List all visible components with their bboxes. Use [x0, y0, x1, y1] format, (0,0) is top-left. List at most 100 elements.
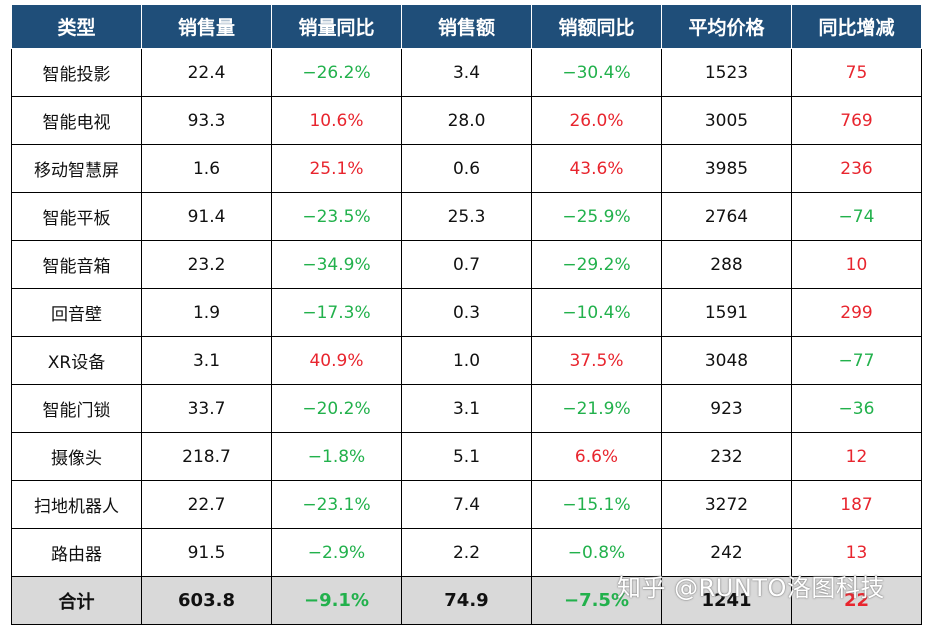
value-cell: 37.5%: [531, 336, 662, 385]
category-cell: 扫地机器人: [11, 480, 142, 529]
value-cell: −15.1%: [531, 480, 662, 529]
table-row: 智能门锁 33.7 −20.2% 3.1 −21.9% 923 −36: [11, 384, 922, 433]
header-cell: 销量同比: [271, 4, 402, 49]
value-cell: 6.6%: [531, 432, 662, 481]
value-cell: 299: [791, 288, 922, 337]
value-cell: 923: [661, 384, 792, 433]
value-cell: 22.4: [141, 48, 272, 97]
header-cell: 平均价格: [661, 4, 792, 49]
value-cell: −30.4%: [531, 48, 662, 97]
value-cell: 232: [661, 432, 792, 481]
value-cell: 25.3: [401, 192, 532, 241]
value-cell: 2.2: [401, 528, 532, 577]
value-cell: 26.0%: [531, 96, 662, 145]
value-cell: −7.5%: [531, 576, 662, 625]
value-cell: 0.3: [401, 288, 532, 337]
value-cell: −20.2%: [271, 384, 402, 433]
value-cell: 1591: [661, 288, 792, 337]
value-cell: −29.2%: [531, 240, 662, 289]
value-cell: −10.4%: [531, 288, 662, 337]
value-cell: −74: [791, 192, 922, 241]
table-row: 路由器 91.5 −2.9% 2.2 −0.8% 242 13: [11, 528, 922, 577]
table-row: 智能投影 22.4 −26.2% 3.4 −30.4% 1523 75: [11, 48, 922, 97]
table-row: 智能平板 91.4 −23.5% 25.3 −25.9% 2764 −74: [11, 192, 922, 241]
value-cell: −21.9%: [531, 384, 662, 433]
value-cell: −1.8%: [271, 432, 402, 481]
value-cell: −25.9%: [531, 192, 662, 241]
category-cell: 智能平板: [11, 192, 142, 241]
header-cell: 同比增减: [791, 4, 922, 49]
value-cell: −17.3%: [271, 288, 402, 337]
header-cell: 类型: [11, 4, 142, 49]
table-row: XR设备 3.1 40.9% 1.0 37.5% 3048 −77: [11, 336, 922, 385]
category-cell: 智能音箱: [11, 240, 142, 289]
value-cell: 3.1: [401, 384, 532, 433]
category-cell: 摄像头: [11, 432, 142, 481]
value-cell: 2764: [661, 192, 792, 241]
value-cell: 5.1: [401, 432, 532, 481]
value-cell: 3.1: [141, 336, 272, 385]
value-cell: 91.4: [141, 192, 272, 241]
value-cell: 23.2: [141, 240, 272, 289]
total-row: 合计 603.8 −9.1% 74.9 −7.5% 1241 22: [11, 576, 922, 625]
value-cell: 0.6: [401, 144, 532, 193]
value-cell: 33.7: [141, 384, 272, 433]
category-cell: 智能投影: [11, 48, 142, 97]
value-cell: −36: [791, 384, 922, 433]
value-cell: 3.4: [401, 48, 532, 97]
value-cell: 218.7: [141, 432, 272, 481]
value-cell: 1.0: [401, 336, 532, 385]
header-row: 类型 销售量 销量同比 销售额 销额同比 平均价格 同比增减: [11, 4, 922, 49]
value-cell: 40.9%: [271, 336, 402, 385]
table-row: 智能电视 93.3 10.6% 28.0 26.0% 3005 769: [11, 96, 922, 145]
value-cell: 1523: [661, 48, 792, 97]
value-cell: 1.6: [141, 144, 272, 193]
header-cell: 销售量: [141, 4, 272, 49]
value-cell: 25.1%: [271, 144, 402, 193]
value-cell: 93.3: [141, 96, 272, 145]
value-cell: 13: [791, 528, 922, 577]
value-cell: −77: [791, 336, 922, 385]
value-cell: 10: [791, 240, 922, 289]
table-row: 移动智慧屏 1.6 25.1% 0.6 43.6% 3985 236: [11, 144, 922, 193]
category-cell: 智能门锁: [11, 384, 142, 433]
value-cell: −23.1%: [271, 480, 402, 529]
value-cell: 3272: [661, 480, 792, 529]
value-cell: −34.9%: [271, 240, 402, 289]
value-cell: 22.7: [141, 480, 272, 529]
value-cell: 288: [661, 240, 792, 289]
value-cell: 12: [791, 432, 922, 481]
category-cell: 回音壁: [11, 288, 142, 337]
category-cell: 移动智慧屏: [11, 144, 142, 193]
category-cell: XR设备: [11, 336, 142, 385]
value-cell: 187: [791, 480, 922, 529]
value-cell: 3005: [661, 96, 792, 145]
value-cell: 1.9: [141, 288, 272, 337]
value-cell: 3048: [661, 336, 792, 385]
value-cell: 22: [791, 576, 922, 625]
value-cell: 603.8: [141, 576, 272, 625]
value-cell: 0.7: [401, 240, 532, 289]
value-cell: −23.5%: [271, 192, 402, 241]
value-cell: 91.5: [141, 528, 272, 577]
table-row: 智能音箱 23.2 −34.9% 0.7 −29.2% 288 10: [11, 240, 922, 289]
value-cell: 769: [791, 96, 922, 145]
value-cell: −2.9%: [271, 528, 402, 577]
table-row: 摄像头 218.7 −1.8% 5.1 6.6% 232 12: [11, 432, 922, 481]
value-cell: 28.0: [401, 96, 532, 145]
value-cell: 10.6%: [271, 96, 402, 145]
value-cell: 236: [791, 144, 922, 193]
category-cell: 合计: [11, 576, 142, 625]
value-cell: 3985: [661, 144, 792, 193]
table-row: 扫地机器人 22.7 −23.1% 7.4 −15.1% 3272 187: [11, 480, 922, 529]
category-cell: 智能电视: [11, 96, 142, 145]
value-cell: 43.6%: [531, 144, 662, 193]
value-cell: −9.1%: [271, 576, 402, 625]
value-cell: 1241: [661, 576, 792, 625]
header-cell: 销售额: [401, 4, 532, 49]
header-cell: 销额同比: [531, 4, 662, 49]
value-cell: 7.4: [401, 480, 532, 529]
value-cell: 74.9: [401, 576, 532, 625]
category-cell: 路由器: [11, 528, 142, 577]
watermark: 知乎 @RUNTO洛图科技: [617, 574, 885, 602]
